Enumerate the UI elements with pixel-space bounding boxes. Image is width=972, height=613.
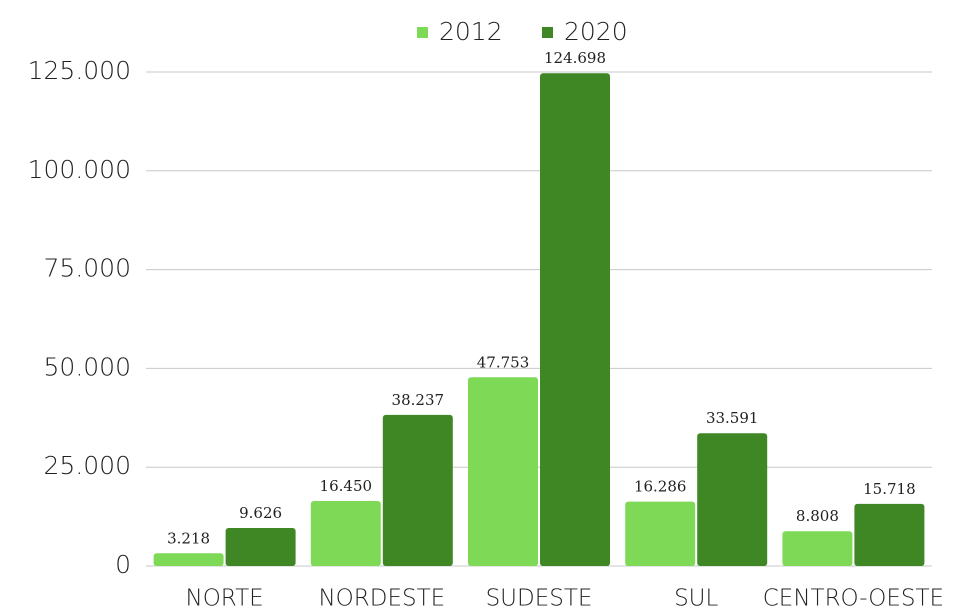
legend-label: 2012 [439, 17, 503, 46]
y-tick-label: 75.000 [44, 254, 131, 283]
value-label: 16.286 [634, 478, 687, 496]
bar [782, 531, 853, 566]
value-label: 38.237 [392, 391, 445, 409]
x-tick-label: SUDESTE [486, 586, 593, 612]
x-tick-label: CENTRO-OESTE [763, 586, 944, 612]
bar [468, 377, 538, 566]
legend-swatch [417, 27, 428, 38]
bar [225, 527, 296, 566]
y-tick-label: 100.000 [28, 155, 131, 184]
y-tick-label: 50.000 [44, 352, 131, 381]
value-label: 124.698 [544, 49, 606, 67]
y-tick-label: 25.000 [44, 451, 131, 480]
y-tick-label: 125.000 [28, 56, 131, 85]
bar [310, 500, 381, 566]
bar [540, 73, 610, 566]
x-tick-label: SUL [674, 586, 718, 612]
y-tick-label: 0 [115, 550, 131, 579]
bar [697, 433, 768, 566]
x-tick-label: NORTE [185, 586, 263, 612]
value-label: 33.591 [706, 409, 759, 427]
legend-label: 2020 [564, 17, 628, 46]
bar [153, 553, 224, 566]
bar [382, 414, 453, 566]
value-label: 9.626 [239, 504, 282, 522]
x-tick-label: NORDESTE [318, 586, 445, 612]
value-label: 3.218 [167, 529, 210, 547]
legend-swatch [542, 27, 553, 38]
bar [625, 501, 696, 566]
value-label: 15.718 [863, 480, 916, 498]
value-label: 8.808 [796, 507, 839, 525]
value-label: 47.753 [477, 353, 530, 371]
bar [854, 503, 925, 566]
value-label: 16.450 [320, 477, 373, 495]
